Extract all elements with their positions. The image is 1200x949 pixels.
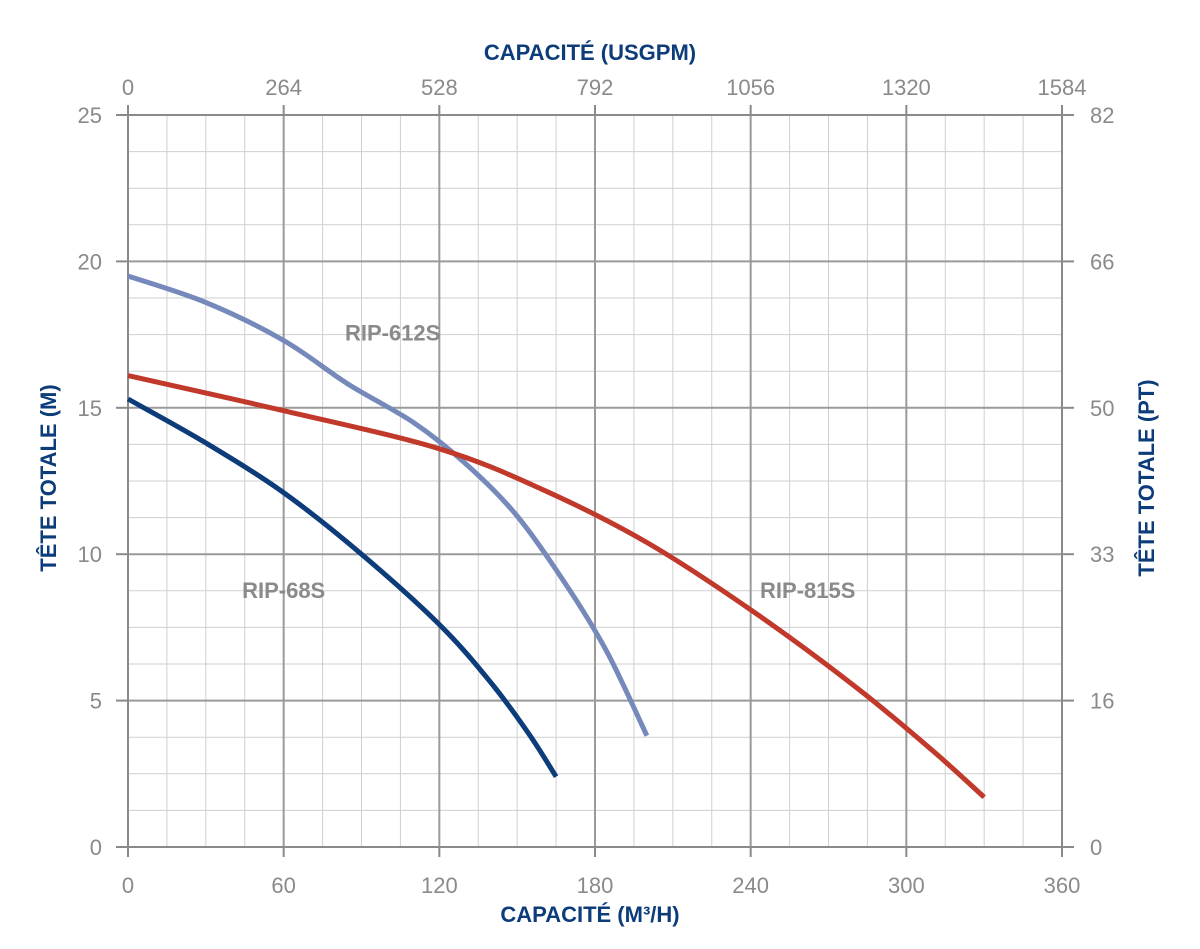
y-right-tick-label: 33 bbox=[1090, 542, 1114, 567]
series-line-rip-68s bbox=[126, 396, 559, 779]
series-line-rip-815s bbox=[127, 373, 986, 800]
y-left-tick-label: 20 bbox=[78, 249, 102, 274]
y-left-tick-label: 0 bbox=[90, 835, 102, 860]
x-bottom-tick-label: 60 bbox=[271, 873, 295, 898]
x-bottom-tick-label: 180 bbox=[577, 873, 614, 898]
y-right-tick-label: 50 bbox=[1090, 396, 1114, 421]
x-top-tick-label: 1584 bbox=[1038, 75, 1087, 100]
y-left-tick-label: 5 bbox=[90, 689, 102, 714]
x-top-tick-label: 1056 bbox=[726, 75, 775, 100]
tick-marks bbox=[116, 105, 1074, 857]
x-bottom-tick-label: 120 bbox=[421, 873, 458, 898]
series-line-rip-612s bbox=[127, 273, 650, 737]
x-top-tick-label: 264 bbox=[265, 75, 302, 100]
x-bottom-tick-label: 240 bbox=[732, 873, 769, 898]
x-bottom-tick-label: 0 bbox=[122, 873, 134, 898]
x-top-tick-label: 792 bbox=[577, 75, 614, 100]
series-label-rip-815s: RIP-815S bbox=[760, 578, 855, 603]
y-right-axis-title: TÊTE TOTALE (PT) bbox=[1134, 379, 1159, 576]
grid-major bbox=[128, 115, 1062, 847]
x-top-axis-title: CAPACITÉ (USGPM) bbox=[484, 40, 696, 65]
x-bottom-axis-title: CAPACITÉ (M³/H) bbox=[500, 902, 679, 927]
y-left-axis-title: TÊTE TOTALE (M) bbox=[36, 384, 61, 571]
x-top-tick-label: 528 bbox=[421, 75, 458, 100]
series-label-rip-612s: RIP-612S bbox=[345, 320, 440, 345]
y-left-tick-label: 25 bbox=[78, 103, 102, 128]
y-left-tick-label: 10 bbox=[78, 542, 102, 567]
x-top-tick-label: 0 bbox=[122, 75, 134, 100]
series-lines bbox=[126, 273, 986, 800]
x-top-tick-label: 1320 bbox=[882, 75, 931, 100]
y-left-tick-label: 15 bbox=[78, 396, 102, 421]
y-right-tick-label: 66 bbox=[1090, 249, 1114, 274]
tick-labels: 0060264120528180792240105630013203601584… bbox=[78, 75, 1115, 898]
x-bottom-tick-label: 300 bbox=[888, 873, 925, 898]
x-bottom-tick-label: 360 bbox=[1044, 873, 1081, 898]
series-label-rip-68s: RIP-68S bbox=[242, 578, 325, 603]
y-right-tick-label: 0 bbox=[1090, 835, 1102, 860]
y-right-tick-label: 16 bbox=[1090, 689, 1114, 714]
y-right-tick-label: 82 bbox=[1090, 103, 1114, 128]
series-annotations: RIP-612S RIP-68S RIP-815S bbox=[242, 320, 855, 603]
